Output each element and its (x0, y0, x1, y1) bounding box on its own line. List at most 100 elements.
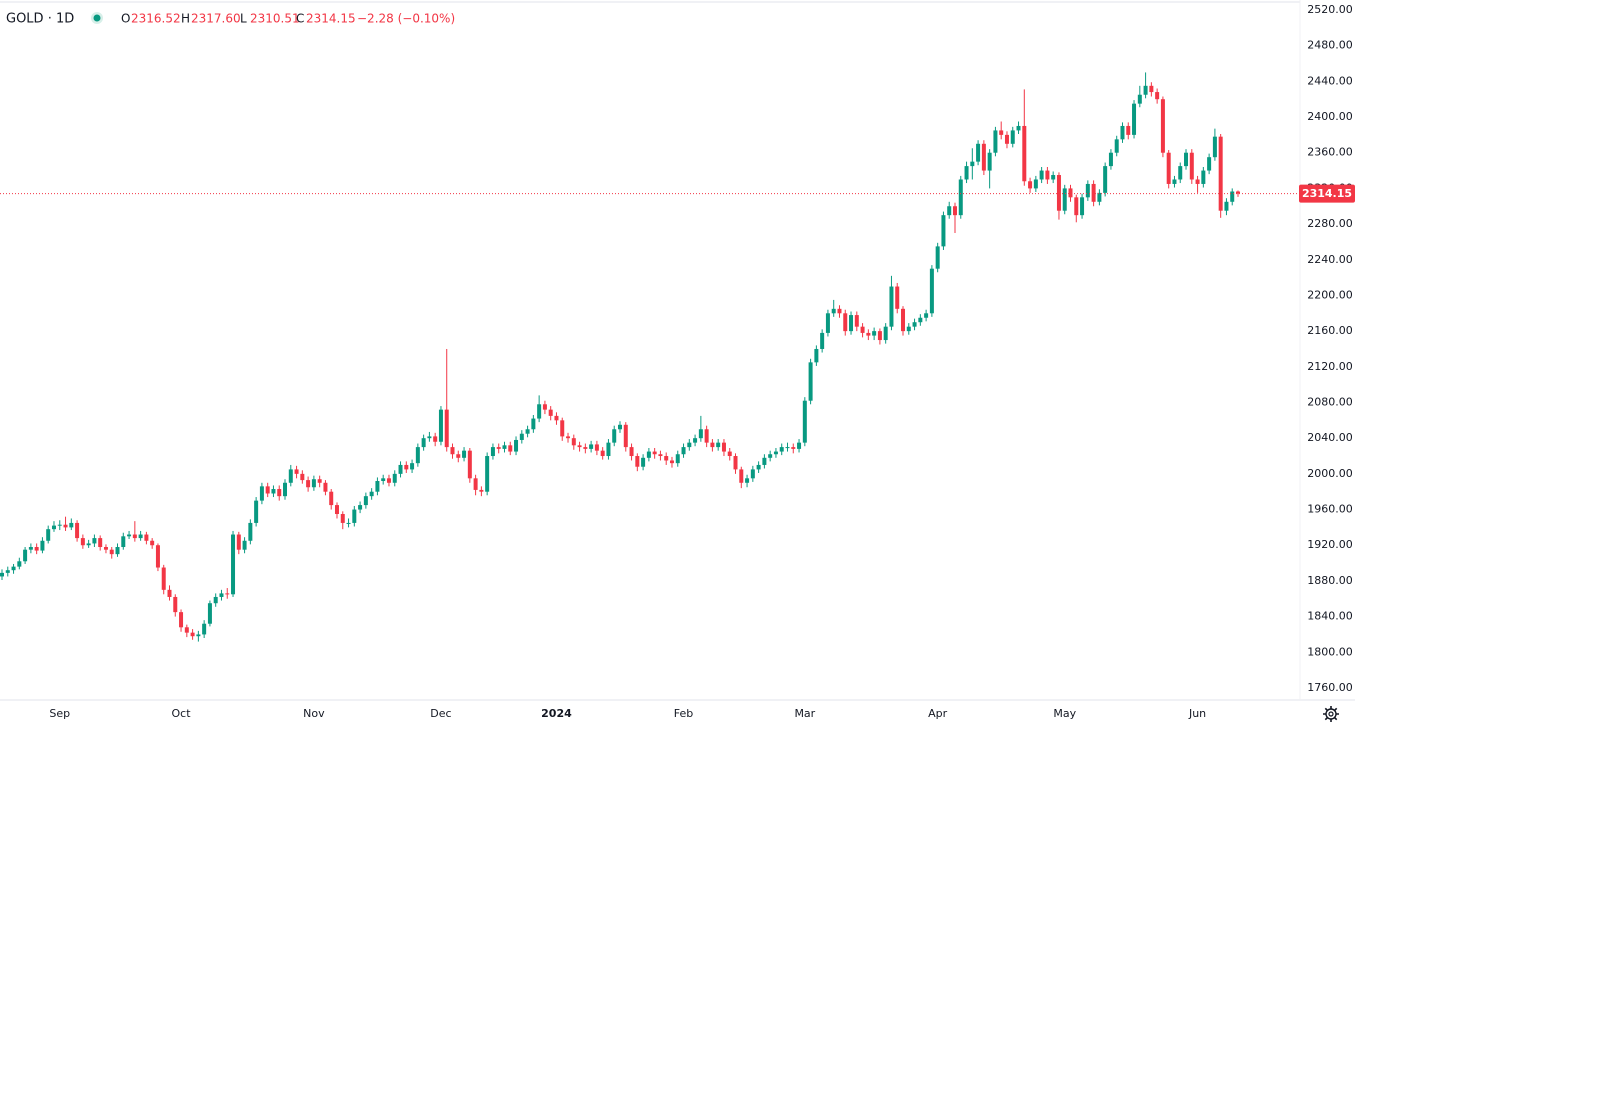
x-tick-label: Mar (794, 707, 815, 720)
candle-body (496, 447, 501, 449)
candle-body (34, 547, 39, 551)
candle-body (161, 567, 166, 590)
candle-body (970, 161, 975, 167)
candle-body (144, 534, 149, 541)
candle-body (704, 429, 709, 443)
candle-body (502, 445, 507, 449)
candle-body (1120, 125, 1125, 140)
candle-body (1236, 191, 1240, 194)
candle-body (1166, 152, 1171, 184)
candle-body (693, 438, 698, 443)
x-tick-label: Sep (49, 707, 70, 720)
candle-body (57, 524, 62, 526)
candle-body (358, 505, 363, 510)
candle-body (132, 534, 137, 539)
y-tick-label: 2080.00 (1307, 395, 1353, 408)
candle-body (219, 593, 224, 597)
candle-body (127, 534, 132, 537)
ohlc-value: 2316.52 (131, 12, 181, 26)
candle-body (98, 538, 103, 548)
candle-body (86, 543, 91, 546)
last-price-box (1299, 184, 1355, 203)
candle-body (635, 456, 640, 467)
candle-body (1143, 85, 1148, 95)
candle-body (283, 482, 288, 497)
candle-body (560, 420, 565, 437)
candle-body (1195, 179, 1200, 184)
candle-body (1097, 192, 1102, 202)
candle-body (721, 442, 726, 452)
x-tick-label: Oct (172, 707, 192, 720)
candle-body (184, 627, 189, 633)
candle-body (103, 547, 108, 550)
settings-gear[interactable] (1323, 706, 1339, 722)
candle-body (924, 313, 929, 318)
candle-body (531, 418, 536, 430)
x-tick-label: Dec (430, 707, 451, 720)
candle-body (1137, 94, 1142, 104)
candle-body (1149, 85, 1154, 93)
candle-body (1132, 103, 1137, 135)
candle-body (1108, 152, 1113, 167)
candle-body (866, 332, 871, 336)
candle-body (242, 540, 247, 550)
candle-body (109, 549, 114, 555)
candle-body (75, 522, 80, 539)
candle-body (410, 463, 415, 470)
candle-body (981, 143, 986, 171)
candle-body (386, 478, 391, 483)
candle-body (329, 491, 334, 506)
candle-body (756, 464, 761, 470)
candle-body (548, 409, 553, 416)
ohlc-key: O (121, 12, 130, 26)
candle-body (525, 429, 530, 434)
candle-body (17, 561, 22, 567)
candle-body (1016, 125, 1021, 131)
candle-body (202, 623, 207, 635)
candle-body (906, 326, 911, 332)
y-tick-label: 1800.00 (1307, 645, 1353, 658)
candle-body (889, 286, 894, 327)
candle-body (681, 447, 686, 455)
candle-body (40, 540, 45, 551)
candle-body (710, 442, 715, 448)
candle-body (306, 480, 311, 488)
candle-body (554, 415, 559, 421)
candle-body (964, 166, 969, 180)
candle-body (1080, 197, 1085, 216)
candle-body (277, 489, 282, 497)
candle-body (150, 540, 155, 546)
candle-body (854, 315, 859, 327)
candle-body (207, 603, 212, 624)
candle-body (1028, 181, 1033, 189)
candle-body (987, 152, 992, 171)
candle-body (300, 473, 305, 481)
candle-body (485, 456, 490, 492)
x-tick-label: Apr (928, 707, 948, 720)
x-tick-label: Feb (674, 707, 693, 720)
y-tick-label: 2480.00 (1307, 39, 1353, 52)
candle-body (785, 447, 790, 449)
candle-body (375, 480, 380, 492)
y-tick-label: 2400.00 (1307, 110, 1353, 123)
candle-body (589, 444, 594, 449)
candle-body (288, 469, 293, 483)
candle-body (473, 478, 478, 490)
candle-body (820, 332, 825, 349)
candle-body (1212, 136, 1217, 158)
candle-body (398, 464, 403, 474)
candle-body (236, 534, 241, 550)
candle-body (63, 524, 68, 528)
candle-body (687, 442, 692, 448)
candle-body (877, 331, 882, 341)
candle-body (196, 634, 201, 637)
candle-body (23, 549, 28, 562)
candle-body (641, 457, 646, 467)
candle-body (1068, 188, 1073, 198)
candle-body (190, 632, 195, 637)
candle-body (1224, 201, 1229, 211)
candle-body (115, 547, 120, 555)
x-tick-label: Nov (303, 707, 325, 720)
y-tick-label: 1960.00 (1307, 503, 1353, 516)
x-tick-label: 2024 (541, 707, 572, 720)
